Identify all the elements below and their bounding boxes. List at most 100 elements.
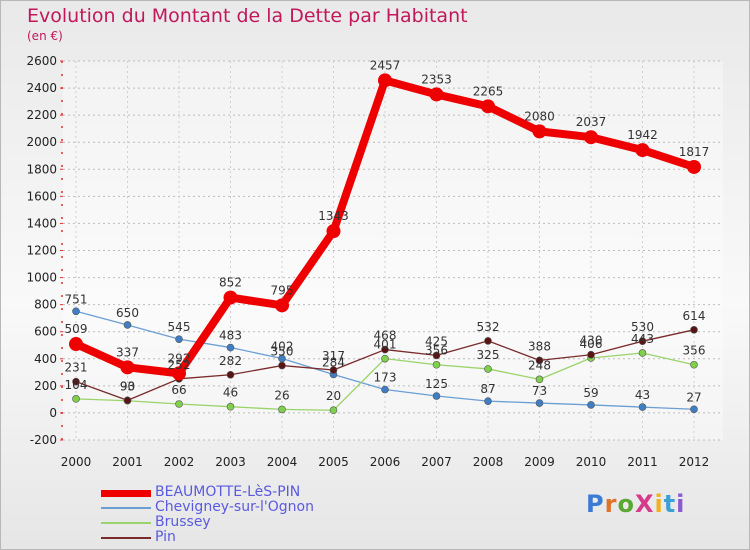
data-point xyxy=(226,343,235,352)
data-point xyxy=(381,345,389,354)
data-point xyxy=(535,356,544,365)
y-tick-label: 2200 xyxy=(26,108,57,122)
data-label: 292 xyxy=(168,351,191,365)
legend-swatch xyxy=(101,537,151,539)
data-point xyxy=(587,401,595,409)
data-point xyxy=(690,326,698,334)
data-point xyxy=(687,159,701,174)
logo-letter: P xyxy=(586,490,605,518)
data-label: 1942 xyxy=(627,128,658,142)
x-tick-label: 2010 xyxy=(576,455,607,469)
data-point xyxy=(72,307,80,316)
data-point xyxy=(690,360,698,369)
y-tick-label: 600 xyxy=(34,325,57,339)
y-tick-label: 1200 xyxy=(26,244,57,258)
data-label: 43 xyxy=(635,388,650,402)
data-point xyxy=(484,337,492,345)
logo-letter: X xyxy=(634,490,655,518)
data-label: 93 xyxy=(120,379,135,393)
data-label: 104 xyxy=(65,378,88,392)
data-point xyxy=(223,290,238,305)
data-label: 402 xyxy=(271,340,294,354)
data-label: 388 xyxy=(528,339,551,353)
data-point xyxy=(432,351,441,360)
y-tick-label: 0 xyxy=(49,406,57,420)
data-label: 614 xyxy=(683,309,706,323)
data-point xyxy=(329,406,338,415)
logo-letter: i xyxy=(676,490,686,518)
y-tick-label: 1400 xyxy=(26,216,57,230)
x-tick-label: 2000 xyxy=(61,455,92,469)
data-label: 350 xyxy=(271,345,294,359)
y-tick-label: 400 xyxy=(34,352,57,366)
data-point xyxy=(326,224,341,239)
data-label: 2080 xyxy=(524,109,555,123)
data-label: 337 xyxy=(116,345,139,359)
x-tick-label: 2001 xyxy=(112,455,143,469)
data-label: 252 xyxy=(168,358,191,372)
data-label: 356 xyxy=(425,344,448,358)
x-tick-label: 2003 xyxy=(215,455,246,469)
data-point xyxy=(123,321,132,329)
chart-title: Evolution du Montant de la Dette par Hab… xyxy=(27,5,468,27)
y-tick-label: -200 xyxy=(30,433,57,447)
legend-swatch xyxy=(101,489,151,497)
legend-swatch xyxy=(101,507,151,509)
data-point xyxy=(278,405,286,414)
data-label: 443 xyxy=(631,332,654,346)
legend-label: Pin xyxy=(155,529,176,545)
data-label: 317 xyxy=(322,349,345,363)
data-label: 430 xyxy=(580,334,603,348)
x-tick-label: 2004 xyxy=(267,455,298,469)
data-point xyxy=(484,365,492,373)
x-tick-label: 2006 xyxy=(370,455,401,469)
legend-swatch xyxy=(101,522,151,524)
data-label: 20 xyxy=(326,389,341,403)
data-point xyxy=(638,403,647,411)
x-tick-label: 2005 xyxy=(318,455,349,469)
x-tick-label: 2007 xyxy=(421,455,452,469)
x-tick-label: 2011 xyxy=(627,455,658,469)
data-label: 2265 xyxy=(473,84,504,98)
data-point xyxy=(535,375,544,384)
data-point xyxy=(481,99,495,114)
data-point xyxy=(226,370,235,379)
data-point xyxy=(175,400,183,408)
logo-letter: t xyxy=(663,490,677,518)
data-label: 483 xyxy=(219,329,242,343)
logo-letter: o xyxy=(617,490,635,518)
logo-letter: r xyxy=(604,490,618,518)
y-tick-label: 200 xyxy=(34,379,57,393)
data-point xyxy=(532,124,547,139)
data-point xyxy=(120,360,135,375)
data-label: 751 xyxy=(65,292,88,306)
y-tick-label: 1800 xyxy=(26,162,57,176)
data-point xyxy=(378,73,392,88)
data-point xyxy=(72,395,80,403)
data-label: 46 xyxy=(223,386,238,400)
data-point xyxy=(638,337,647,345)
data-point xyxy=(123,396,132,405)
data-label: 545 xyxy=(168,320,191,334)
data-label: 66 xyxy=(171,383,186,397)
data-label: 406 xyxy=(580,337,603,351)
data-label: 284 xyxy=(322,355,345,369)
data-point xyxy=(432,392,441,400)
y-tick-label: 2000 xyxy=(26,135,57,149)
data-label: 325 xyxy=(477,348,500,362)
data-point xyxy=(429,87,444,102)
data-label: 282 xyxy=(219,354,242,368)
legend-label: BEAUMOTTE-LèS-PIN xyxy=(155,484,301,500)
data-label: 59 xyxy=(583,386,598,400)
data-label: 27 xyxy=(686,390,701,404)
data-label: 90 xyxy=(120,380,135,394)
y-tick-label: 1600 xyxy=(26,189,57,203)
data-label: 532 xyxy=(477,320,500,334)
data-point xyxy=(175,335,183,343)
data-label: 2457 xyxy=(370,58,401,72)
proxiti-logo: ProXiti xyxy=(586,490,685,518)
x-tick-label: 2002 xyxy=(164,455,195,469)
data-label: 173 xyxy=(374,371,397,385)
